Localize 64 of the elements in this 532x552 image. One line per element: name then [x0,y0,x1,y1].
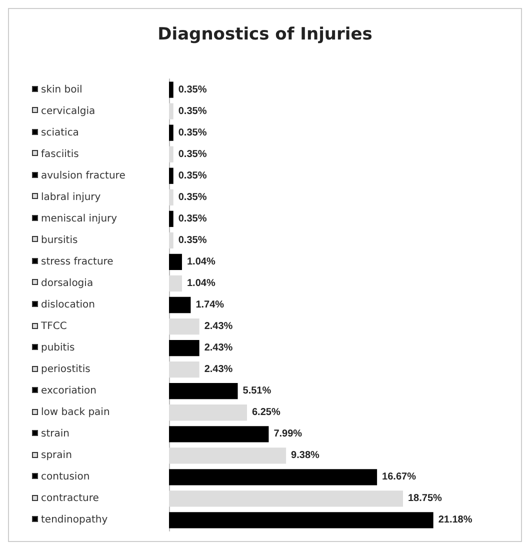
data-label: 1.04% [186,256,216,268]
y-tick-label: meniscal injury [41,213,118,224]
data-label: 0.35% [178,106,207,117]
y-tick-label: fasciitis [41,148,79,160]
bar [169,362,200,378]
bar [169,210,174,227]
bar [169,296,191,314]
y-tick-label: sciatica [41,127,79,138]
y-tick-label: tendinopathy [41,514,108,526]
data-label: 2.43% [204,364,233,376]
data-label: 2.43% [204,321,233,332]
data-label: 0.35% [178,127,207,138]
y-tick-label: sprain [41,450,72,462]
y-tick-label: stress fracture [41,256,114,268]
data-label: 0.35% [178,234,207,246]
y-tick-label: pubitis [41,342,75,354]
bar [169,146,174,162]
y-tick-label: skin boil [41,84,82,96]
bar [169,254,182,270]
y-tick-label: strain [41,428,70,440]
data-label: 0.35% [178,213,207,224]
y-tick-label: avulsion fracture [41,170,126,182]
bar [169,103,174,120]
data-label: 0.35% [178,148,207,160]
data-label: 9.38% [291,450,320,462]
y-tick-label: periostitis [41,364,90,376]
bar [169,168,174,184]
y-tick-label: excoriation [41,386,97,397]
y-tick-label: contracture [41,493,99,504]
data-label: 6.25% [252,407,280,418]
data-label: 5.51% [242,386,272,397]
bar [169,404,247,421]
bar [169,448,286,464]
data-label: 16.67% [382,472,416,483]
bar [169,318,200,335]
bar [169,232,174,248]
data-label: 21.18% [438,514,472,526]
data-label: 1.04% [186,278,216,289]
y-tick-label: TFCC [40,321,67,332]
data-label: 2.43% [204,342,233,354]
y-tick-label: contusion [41,472,90,483]
bar [169,383,238,400]
y-tick-label: dislocation [41,300,96,310]
data-label: 0.35% [178,84,207,96]
data-label: 0.35% [178,170,207,182]
y-tick-label: bursitis [41,234,78,246]
bar [169,426,269,442]
bar [169,340,200,356]
bar [169,512,434,528]
chart-title: Diagnostics of Injuries [158,24,372,44]
bar [169,490,403,507]
data-label: 7.99% [274,428,302,440]
bar [169,82,174,98]
y-tick-label: cervicalgia [41,106,96,117]
bar [169,275,182,292]
bar [169,189,174,206]
bar [169,124,174,141]
y-tick-label: dorsalogia [41,278,94,289]
data-label: 1.74% [196,300,224,310]
y-tick-label: low back pain [41,407,110,418]
bar [169,469,378,486]
data-label: 0.35% [178,192,207,203]
y-tick-label: labral injury [41,192,101,203]
data-label: 18.75% [408,493,442,504]
